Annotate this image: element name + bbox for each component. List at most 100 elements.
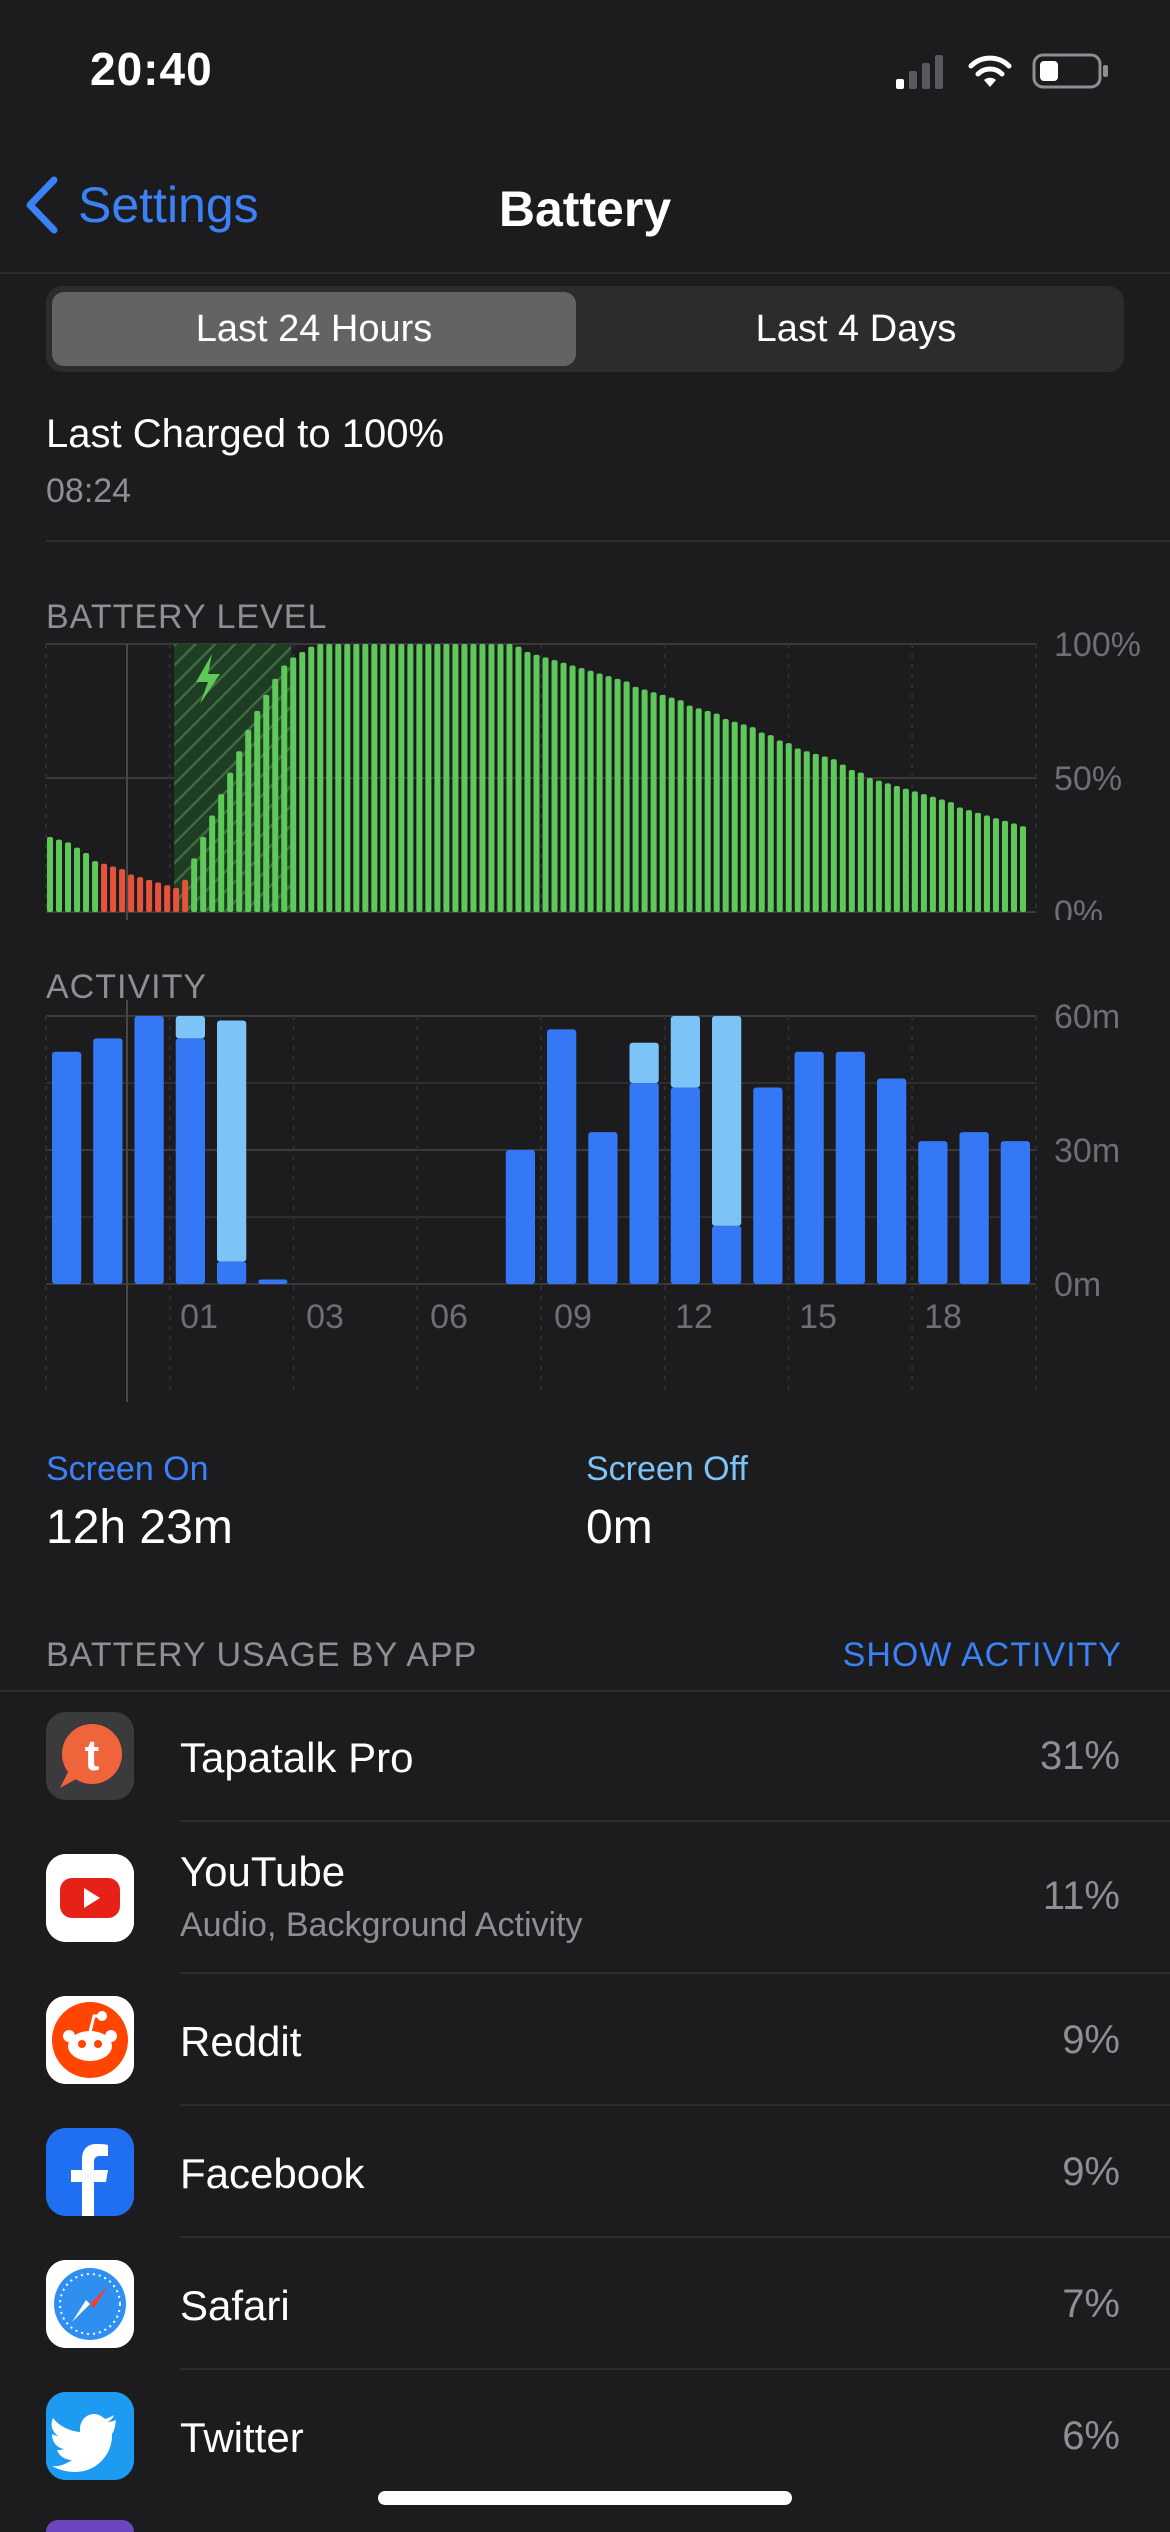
navigation-bar: Settings Battery — [0, 150, 1170, 274]
app-row-youtube[interactable]: YouTube Audio, Background Activity 11% — [0, 1822, 1170, 1974]
screen-off-value: 0m — [586, 1501, 653, 1554]
battery-bar — [821, 756, 828, 912]
battery-bar — [542, 657, 549, 912]
battery-bar — [713, 713, 720, 912]
battery-bar — [740, 724, 747, 912]
battery-bar — [443, 644, 450, 912]
app-percentage: 6% — [1062, 2414, 1120, 2458]
wifi-icon — [968, 55, 1012, 87]
battery-bar — [416, 644, 423, 912]
battery-bar — [767, 735, 774, 912]
row-divider — [180, 2368, 1170, 2370]
facebook-icon — [46, 2128, 134, 2216]
battery-bar — [335, 644, 342, 912]
page-title: Battery — [498, 181, 672, 237]
app-row-tapatalk[interactable]: t Tapatalk Pro 31% — [0, 1692, 1170, 1822]
battery-bar — [119, 869, 126, 912]
battery-bar — [155, 882, 162, 912]
battery-bar — [497, 644, 504, 912]
battery-bar — [722, 719, 729, 912]
app-percentage: 9% — [1062, 2018, 1120, 2062]
app-row-reddit[interactable]: Reddit 9% — [0, 1974, 1170, 2106]
battery-bar — [659, 694, 666, 912]
activity-bar-screen-on — [918, 1141, 948, 1284]
activity-x-tick: 09 — [554, 1298, 592, 1336]
activity-bar-screen-on — [1000, 1141, 1030, 1284]
activity-bar-screen-off — [217, 1020, 247, 1262]
battery-bar — [596, 673, 603, 912]
signal-icon — [896, 55, 943, 89]
battery-bar — [344, 644, 351, 912]
app-name: Twitter — [180, 2414, 304, 2461]
activity-x-tick: 12 — [675, 1298, 713, 1336]
youtube-icon — [46, 1854, 134, 1942]
battery-bar — [101, 863, 108, 912]
battery-bar — [191, 858, 198, 912]
battery-bar — [407, 644, 414, 912]
row-divider — [180, 1972, 1170, 1974]
activity-bar-screen-on — [52, 1051, 82, 1284]
battery-bar — [515, 646, 522, 912]
battery-bar — [803, 751, 810, 912]
battery-bar — [200, 836, 207, 912]
battery-bar — [47, 836, 54, 912]
show-activity-button[interactable]: SHOW ACTIVITY — [842, 1636, 1122, 1674]
battery-bar — [668, 697, 675, 912]
battery-bar — [623, 681, 630, 912]
activity-bar-screen-on — [712, 1225, 742, 1284]
battery-bar — [776, 740, 783, 912]
battery-usage-label: BATTERY USAGE BY APP — [46, 1636, 478, 1674]
activity-x-tick: 03 — [306, 1298, 344, 1336]
activity-bar-screen-on — [505, 1150, 535, 1284]
activity-x-tick: 01 — [180, 1298, 218, 1336]
battery-bar — [236, 751, 243, 912]
battery-bar — [533, 654, 540, 912]
battery-bar — [983, 815, 990, 912]
home-indicator[interactable] — [378, 2491, 792, 2505]
segment-last-4-days[interactable]: Last 4 Days — [755, 307, 957, 350]
activity-bar-screen-on — [959, 1132, 989, 1284]
battery-bar — [839, 764, 846, 912]
activity-bar-screen-off — [629, 1042, 659, 1083]
activity-y-tick: 30m — [1054, 1132, 1120, 1170]
battery-bar — [83, 853, 90, 912]
battery-bar — [695, 708, 702, 912]
app-row-facebook[interactable]: Facebook 9% — [0, 2106, 1170, 2238]
battery-bar — [164, 885, 171, 912]
activity-x-tick: 18 — [924, 1298, 962, 1336]
activity-bar-screen-on — [258, 1279, 288, 1284]
battery-bar — [398, 644, 405, 912]
app-row-safari[interactable]: Safari 7% — [0, 2238, 1170, 2370]
battery-bar — [902, 788, 909, 912]
battery-level-chart: 100% 50% 0% — [45, 626, 1141, 920]
battery-bar — [731, 721, 738, 912]
battery-bar — [956, 807, 963, 912]
activity-y-tick: 60m — [1054, 1000, 1120, 1036]
battery-bar — [506, 644, 513, 912]
last-charged-time: 08:24 — [46, 472, 132, 510]
activity-bar-screen-off — [712, 1016, 742, 1226]
battery-bar — [353, 644, 360, 912]
battery-bar — [614, 678, 621, 912]
app-subtitle: Audio, Background Activity — [180, 1906, 583, 1944]
activity-chart: 60m 30m 0m 01 03 06 09 12 15 18 — [45, 1000, 1120, 1402]
battery-bar — [326, 644, 333, 912]
battery-bar — [479, 644, 486, 912]
tapatalk-icon: t — [46, 1712, 134, 1800]
battery-bar — [74, 847, 81, 912]
battery-bar — [974, 812, 981, 912]
battery-bar — [281, 665, 288, 912]
battery-bar — [641, 689, 648, 912]
back-button[interactable]: Settings — [24, 176, 259, 234]
battery-y-tick: 0% — [1054, 894, 1103, 920]
battery-bar — [785, 743, 792, 912]
battery-bar — [425, 644, 432, 912]
app-row-twitter[interactable]: Twitter 6% — [0, 2370, 1170, 2502]
segment-last-24-hours[interactable]: Last 24 Hours — [52, 292, 576, 366]
app-percentage: 7% — [1062, 2282, 1120, 2326]
battery-bar — [686, 705, 693, 912]
battery-bar — [812, 753, 819, 912]
reddit-icon — [46, 1996, 134, 2084]
activity-bar-screen-off — [670, 1016, 700, 1088]
activity-bar-screen-on — [93, 1038, 123, 1284]
